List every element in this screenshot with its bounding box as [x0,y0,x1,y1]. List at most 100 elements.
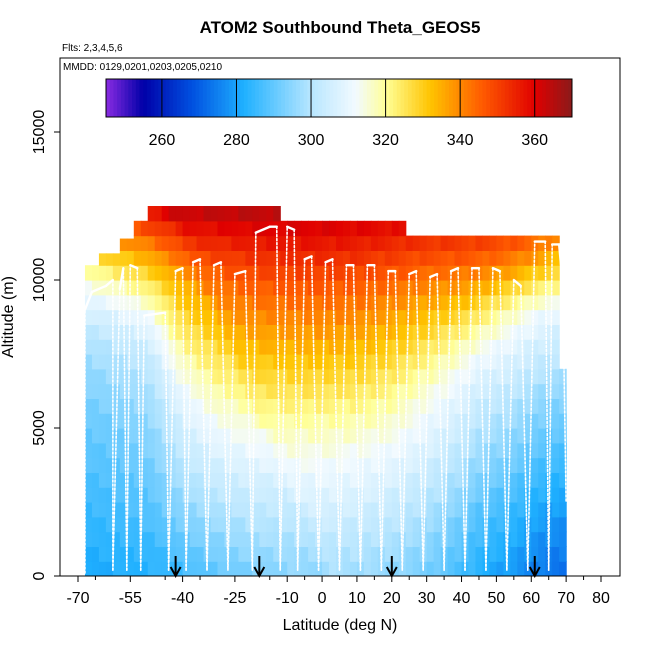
track-segment [164,311,170,571]
heat-cell [287,250,295,266]
heat-cell [287,235,295,251]
heat-cell [356,220,365,237]
track-segment [491,266,502,273]
heat-cell [447,413,456,429]
heat-cell [140,531,149,547]
heat-cell [259,487,267,503]
track-segment [181,267,187,571]
heat-cell [524,457,532,473]
heat-cell [545,428,553,444]
heat-cell [405,457,414,473]
heat-cell [517,546,525,562]
heat-cell [133,531,142,547]
heat-cell [112,309,121,325]
x-axis: -70 -55 -40 -25 -10 0 10 20 30 40 50 60 70 80 [66,576,610,607]
heat-cell [524,502,532,518]
heat-cell [245,280,253,296]
colorbar-segment [106,79,111,117]
heat-cell [133,413,142,429]
heat-cell [559,383,567,399]
heat-cell [315,398,323,414]
track-segment [547,243,553,571]
colorbar-segment [560,79,566,117]
heat-cell [552,368,560,385]
heat-cell [280,339,288,355]
heat-cell [329,250,337,266]
heat-cell [175,413,184,429]
heat-cell [315,457,323,473]
heat-cell [322,220,330,237]
heat-cell [98,368,107,385]
heat-cell [245,339,253,355]
heat-cell [252,398,260,414]
heat-cell [433,413,442,429]
heat-cell [363,324,372,340]
colorbar-segment [180,79,185,117]
heat-cell [322,561,330,576]
heat-cell [377,472,386,488]
heat-cell [287,487,295,503]
heat-cell [342,220,351,237]
heat-cell [245,546,253,562]
heat-cell [231,354,239,370]
heat-cell [224,457,233,473]
x-tick-label: 40 [453,590,471,607]
heat-cell [147,235,156,251]
heat-cell [203,250,212,266]
heat-cell [329,413,337,429]
heat-cell [98,428,107,444]
heat-cell [433,383,442,399]
heat-cell [377,413,386,429]
heat-cell [517,442,525,459]
colorbar-segment [266,79,271,117]
heat-cell [489,561,497,576]
heat-cell [559,487,567,503]
colorbar-segment [557,79,562,117]
heat-cell [133,516,142,533]
heat-cell [517,354,525,370]
heat-cell [447,250,456,266]
heat-cell [468,546,477,562]
heat-cell [217,561,226,576]
heat-cell [84,487,93,503]
heat-cell [182,502,191,518]
heat-cell [384,339,393,355]
colorbar-segment [393,79,398,117]
heat-cell [105,516,114,533]
heat-cell [468,413,477,429]
heat-cell [196,457,205,473]
heat-cell [370,472,379,488]
heat-cell [342,354,351,370]
heat-cell [322,294,330,311]
heat-cell [322,442,330,459]
heat-cell [419,309,428,325]
heat-cell [273,339,281,355]
x-tick-label: 0 [318,590,327,607]
heat-cell [336,428,344,444]
heat-cell [440,324,449,340]
heat-cell [545,250,553,266]
heat-cell [377,531,386,547]
heat-cell [126,546,135,562]
heat-cell [412,250,421,266]
heat-cell [273,546,281,562]
heat-cell [322,324,330,340]
heat-cell [119,487,128,503]
heat-cell [161,502,170,518]
heat-cell [161,531,170,547]
x-axis-label: Latitude (deg N) [283,617,398,634]
heat-cell [147,487,156,503]
colorbar-segment [396,79,402,117]
heat-cell [384,457,393,473]
heat-cell [210,457,219,473]
heat-cell [105,457,114,473]
heat-cell [531,383,539,399]
heat-cell [280,561,288,576]
heat-cell [315,235,323,251]
heat-cell [154,220,163,237]
heat-cell [489,442,497,459]
heat-cell [433,546,442,562]
heat-cell [259,383,267,399]
heat-cell [370,428,379,444]
heat-cell [112,472,121,488]
